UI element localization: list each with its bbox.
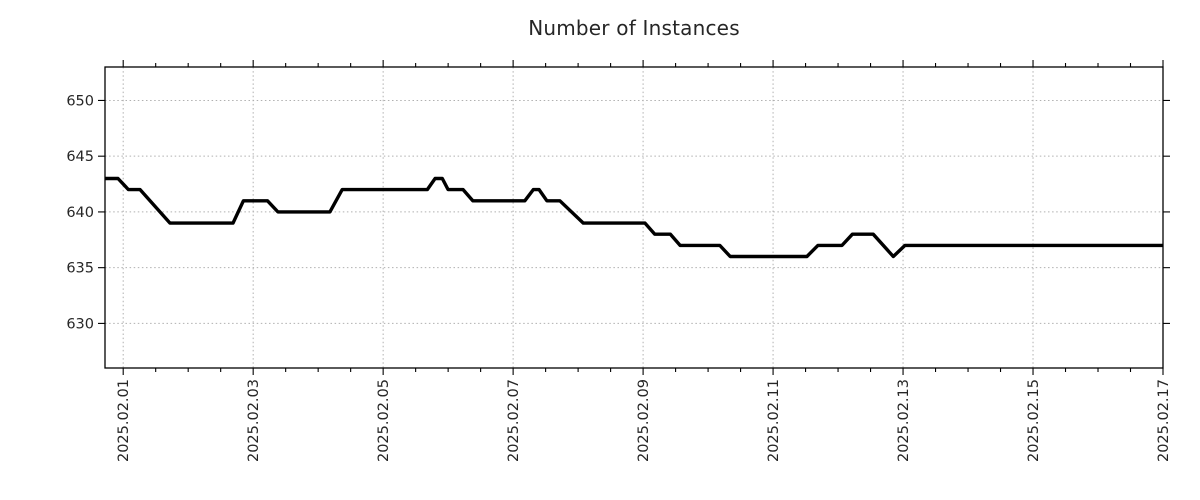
axis-labels: 630 635 640 645 650 2025.02.01 2025.02.03 2025.… xyxy=(66,93,1172,462)
y-tick-label: 630 xyxy=(66,316,94,332)
x-tick-label: 2025.02.07 xyxy=(506,379,522,462)
x-tick-label: 2025.02.09 xyxy=(636,379,652,462)
instances-line xyxy=(105,176,1163,259)
y-tick-label: 645 xyxy=(66,149,94,165)
y-tick-label: 640 xyxy=(66,205,94,221)
gridlines xyxy=(105,67,1164,368)
y-tick-label: 635 xyxy=(66,261,94,277)
x-tick-label: 2025.02.17 xyxy=(1156,379,1172,462)
x-tick-label: 2025.02.15 xyxy=(1026,379,1042,462)
plot-border xyxy=(104,66,1164,369)
chart-title: Number of Instances xyxy=(528,16,740,40)
x-tick-label: 2025.02.01 xyxy=(116,379,132,462)
x-tick-label: 2025.02.05 xyxy=(376,379,392,462)
x-tick-label: 2025.02.11 xyxy=(766,379,782,462)
y-tick-label: 650 xyxy=(66,93,94,109)
series-instances xyxy=(105,176,1163,259)
x-tick-label: 2025.02.13 xyxy=(896,379,912,462)
x-tick-label: 2025.02.03 xyxy=(246,379,262,462)
plot-border xyxy=(104,66,1164,369)
axis-ticks xyxy=(98,60,1170,375)
